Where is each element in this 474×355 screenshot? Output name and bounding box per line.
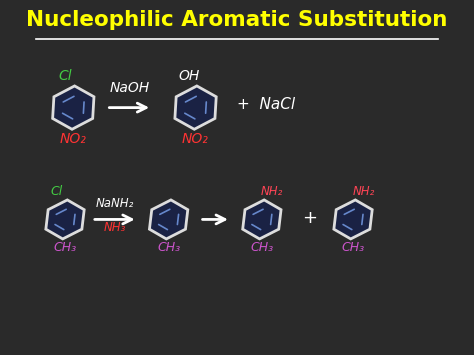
Text: CH₃: CH₃	[54, 241, 77, 254]
Polygon shape	[149, 200, 188, 239]
Text: NaOH: NaOH	[109, 81, 149, 95]
Text: NaNH₂: NaNH₂	[96, 197, 134, 210]
Text: Nucleophilic Aromatic Substitution: Nucleophilic Aromatic Substitution	[27, 10, 447, 30]
Text: Cl: Cl	[51, 185, 63, 198]
Text: Cl: Cl	[58, 69, 72, 83]
Text: +  NaCl: + NaCl	[237, 97, 295, 111]
Text: NH₂: NH₂	[352, 185, 374, 198]
Text: NH₂: NH₂	[261, 185, 283, 198]
Text: OH: OH	[179, 69, 200, 83]
Text: CH₃: CH₃	[341, 241, 365, 254]
Polygon shape	[53, 86, 94, 129]
Text: NO₂: NO₂	[182, 132, 209, 146]
Text: NH₃: NH₃	[103, 221, 126, 234]
Polygon shape	[334, 200, 372, 239]
Polygon shape	[243, 200, 281, 239]
Text: CH₃: CH₃	[250, 241, 273, 254]
Polygon shape	[175, 86, 216, 129]
Text: CH₃: CH₃	[157, 241, 180, 254]
Text: +: +	[302, 209, 317, 227]
Polygon shape	[46, 200, 84, 239]
Text: NO₂: NO₂	[60, 132, 87, 146]
